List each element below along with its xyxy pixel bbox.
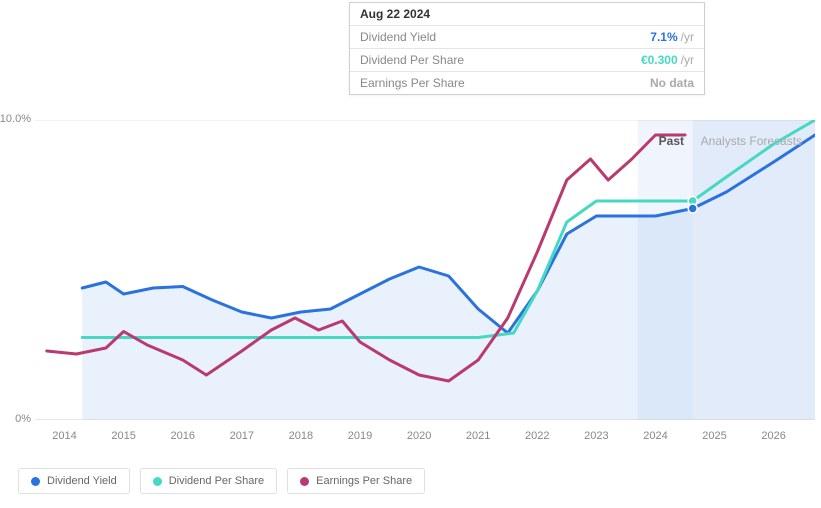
legend-marker <box>153 477 162 486</box>
x-tick-label: 2019 <box>348 430 372 442</box>
legend-marker <box>300 477 309 486</box>
tooltip-row: Earnings Per Share No data <box>350 72 704 94</box>
x-tick-label: 2023 <box>584 430 608 442</box>
y-tick-label: 0% <box>0 413 31 425</box>
tooltip-unit: /yr <box>681 30 694 44</box>
tooltip-value-wrap: 7.1% /yr <box>650 30 694 44</box>
legend-item-dividend-per-share[interactable]: Dividend Per Share <box>140 468 277 494</box>
legend-label: Dividend Per Share <box>169 475 264 487</box>
tooltip-label: Dividend Per Share <box>360 53 623 67</box>
tooltip-row: Dividend Yield 7.1% /yr <box>350 26 704 49</box>
tooltip-value: No data <box>650 76 694 90</box>
tooltip-label: Earnings Per Share <box>360 76 632 90</box>
chart-container: Aug 22 2024Dividend Yield7.1%/yrDividend… <box>0 0 821 508</box>
tooltip-date: Aug 22 2024 <box>360 7 430 21</box>
legend: Dividend Yield Dividend Per Share Earnings… <box>18 468 425 494</box>
marker-point <box>688 204 697 213</box>
x-tick-label: 2018 <box>289 430 313 442</box>
x-tick-label: 2016 <box>170 430 194 442</box>
x-tick-label: 2026 <box>761 430 785 442</box>
tooltip-label: Dividend Yield <box>360 30 632 44</box>
tooltip-value: €0.300 <box>641 53 678 67</box>
legend-label: Earnings Per Share <box>316 475 412 487</box>
x-tick-label: 2022 <box>525 430 549 442</box>
tooltip-unit: /yr <box>681 53 694 67</box>
tooltip-value-wrap: €0.300/yr <box>641 53 694 67</box>
x-tick-label: 2024 <box>643 430 667 442</box>
x-tick-label: 2015 <box>111 430 135 442</box>
region-label-forecast: Analysts Forecasts <box>701 134 802 148</box>
tooltip-row: Dividend Per Share €0.300/yr <box>350 49 704 72</box>
legend-item-dividend-yield[interactable]: Dividend Yield <box>18 468 130 494</box>
x-tick-label: 2020 <box>407 430 431 442</box>
x-tick-label: 2021 <box>466 430 490 442</box>
tooltip-value: 7.1% <box>650 30 677 44</box>
x-tick-label: 2014 <box>52 430 76 442</box>
tooltip-date-row: Aug 22 2024 <box>350 3 704 26</box>
chart-plot[interactable] <box>35 120 815 420</box>
x-tick-label: 2025 <box>702 430 726 442</box>
tooltip-value-wrap: No data <box>650 76 694 90</box>
tooltip: Aug 22 2024Dividend Yield7.1%/yrDividend… <box>349 2 705 95</box>
y-tick-label: 10.0% <box>0 113 31 125</box>
x-tick-label: 2017 <box>230 430 254 442</box>
legend-label: Dividend Yield <box>47 475 117 487</box>
legend-marker <box>31 477 40 486</box>
region-label-past: Past <box>659 134 684 148</box>
area-dividend_yield <box>82 209 692 421</box>
legend-item-earnings-per-share[interactable]: Earnings Per Share <box>287 468 425 494</box>
